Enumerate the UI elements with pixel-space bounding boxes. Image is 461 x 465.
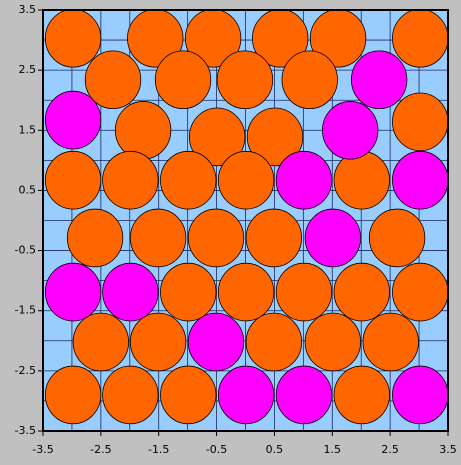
marker [84,50,142,110]
y-tick-label: -2.5 [15,364,36,377]
marker [362,312,419,372]
marker [44,150,102,210]
x-tick-label: 0.5 [266,443,284,456]
marker [160,150,217,210]
y-tick-label: 2.5 [19,63,37,76]
marker [44,262,102,322]
y-tick-label: 0.5 [19,183,37,196]
x-tick-label: -3.5 [32,443,53,456]
marker [129,208,187,268]
marker [187,312,245,372]
marker [72,312,130,372]
marker [304,312,362,372]
marker [114,101,172,160]
marker [392,92,449,152]
y-tick-label: -1.5 [15,304,36,317]
marker [216,50,274,110]
marker [44,8,102,68]
marker [392,365,449,425]
marker [160,365,217,425]
marker [392,8,449,68]
marker [160,262,217,322]
y-tick-label: -0.5 [15,244,36,257]
y-tick-label: -3.5 [15,424,36,437]
marker [217,262,275,322]
marker [217,365,275,425]
marker [44,365,102,425]
marker [102,262,159,322]
marker [44,90,102,150]
marker [275,150,333,210]
marker [333,150,390,210]
y-tick-label: 1.5 [19,123,37,136]
x-tick-label: 3.5 [439,443,457,456]
marker [333,262,390,322]
x-tick-label: -0.5 [206,443,227,456]
x-tick-label: -2.5 [90,443,111,456]
marker [368,208,426,268]
marker [275,262,333,322]
x-tick-label: -1.5 [148,443,169,456]
y-tick-label: 3.5 [19,3,37,16]
marker [281,50,338,110]
marker [275,365,333,425]
marker [187,208,245,268]
marker [154,50,212,110]
marker [245,208,303,268]
marker [66,208,124,268]
marker [102,365,159,425]
marker [188,107,246,167]
marker [350,50,408,110]
marker [217,150,275,210]
marker [392,150,449,210]
marker [245,312,303,372]
marker [322,101,379,160]
marker [304,208,362,268]
marker [392,262,449,322]
marker [129,312,187,372]
x-tick-label: 1.5 [324,443,342,456]
plot-frame [42,9,449,432]
marker [102,150,159,210]
marker [246,107,304,167]
marker [333,365,390,425]
x-tick-label: 2.5 [381,443,399,456]
